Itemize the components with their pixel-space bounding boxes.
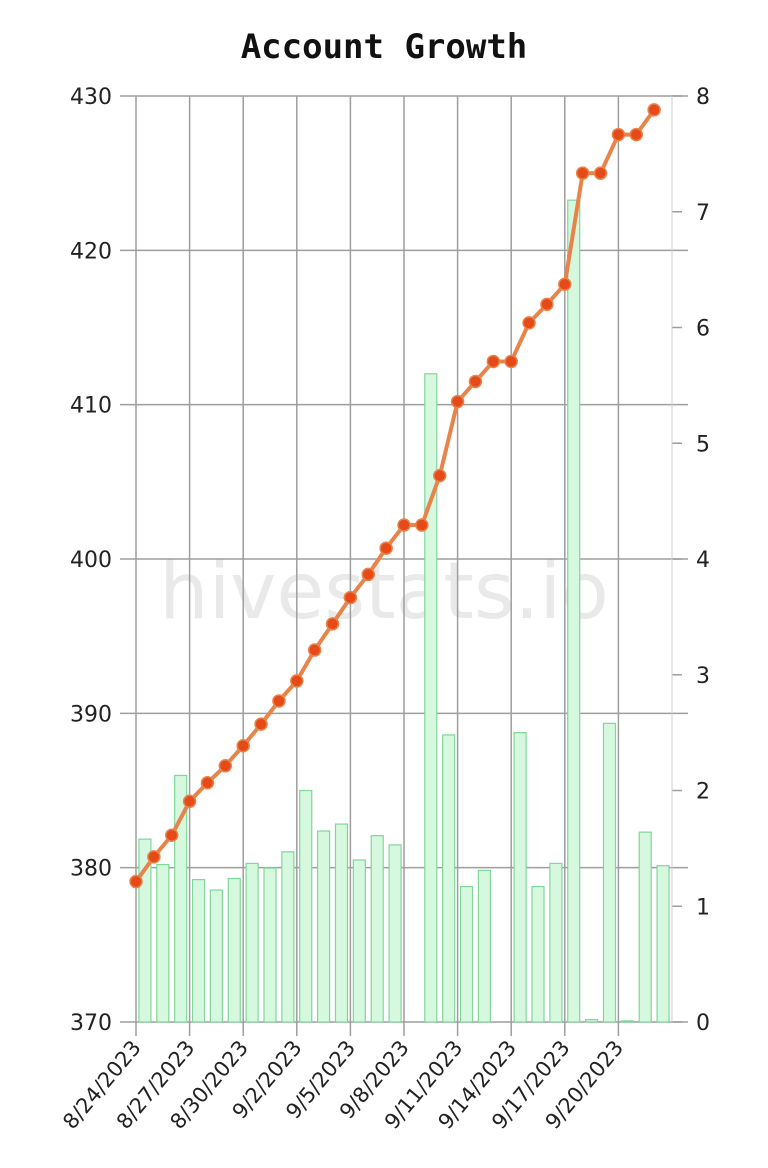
data-point [504, 354, 518, 369]
bar [477, 869, 491, 1023]
data-point [558, 277, 572, 292]
bar [227, 877, 241, 1023]
data-point [147, 850, 161, 864]
y-left-tick-label: 390 [70, 702, 112, 727]
bar [584, 1019, 599, 1023]
data-point [397, 518, 411, 532]
data-point [307, 643, 322, 657]
bar [334, 823, 349, 1023]
data-point [236, 738, 250, 753]
data-point [325, 617, 340, 631]
bar [299, 789, 313, 1023]
bar [281, 851, 295, 1023]
watermark: hivestats.io [159, 547, 609, 637]
y-right-tick-label: 0 [696, 1011, 710, 1036]
bar [388, 844, 402, 1023]
y-right-tick-label: 6 [696, 317, 710, 342]
line-series [129, 103, 661, 889]
y-left-tick-label: 370 [70, 1011, 112, 1036]
data-point [647, 103, 661, 117]
bar [602, 722, 617, 1023]
bar [138, 838, 152, 1023]
y-right-tick-label: 1 [696, 895, 710, 920]
y-right-tick-label: 2 [696, 780, 710, 805]
data-point [164, 828, 179, 843]
bar [370, 835, 384, 1023]
data-point [254, 717, 268, 731]
bar [156, 863, 170, 1023]
bar [424, 373, 438, 1023]
bar [352, 859, 366, 1023]
y-right-tick-label: 4 [696, 548, 710, 573]
y-right-tick-label: 7 [696, 201, 710, 226]
y-left-tick-label: 380 [70, 857, 112, 882]
data-point [611, 127, 626, 142]
bar [209, 889, 223, 1023]
data-point [522, 316, 536, 330]
data-point [575, 166, 590, 180]
bar [567, 199, 581, 1023]
y-left-tick-label: 420 [70, 239, 112, 264]
y-right-tick-label: 5 [696, 432, 710, 457]
bar [531, 885, 545, 1023]
data-point [415, 518, 429, 532]
data-point [486, 354, 501, 369]
chart-title: Account Growth [241, 27, 528, 67]
y-left-tick-label: 410 [70, 394, 112, 419]
bar [442, 734, 456, 1023]
bar [459, 885, 474, 1023]
bar-series [138, 199, 670, 1023]
bar [513, 732, 527, 1023]
data-point [629, 127, 644, 142]
data-point [468, 374, 483, 389]
bar [620, 1020, 634, 1023]
bar [191, 879, 206, 1023]
bar [263, 867, 277, 1023]
y-left-tick-label: 400 [70, 548, 112, 573]
y-right-tick-label: 3 [696, 664, 710, 689]
data-point [272, 694, 286, 708]
data-point [450, 394, 465, 409]
data-point [379, 541, 393, 555]
data-point [290, 674, 304, 688]
bar [317, 830, 331, 1023]
grid [120, 95, 688, 1036]
data-point [200, 776, 215, 790]
y-left-tick-label: 430 [70, 85, 112, 110]
data-point [540, 297, 554, 312]
bar [245, 862, 259, 1023]
bar [656, 865, 670, 1023]
data-point [129, 874, 143, 889]
bar [638, 831, 652, 1023]
data-point [343, 590, 358, 605]
y-right-tick-label: 8 [696, 85, 710, 110]
bar [549, 862, 563, 1023]
data-point [218, 759, 233, 773]
data-point [361, 567, 376, 582]
data-point [432, 468, 447, 483]
data-point [182, 794, 197, 809]
data-point [593, 166, 608, 180]
